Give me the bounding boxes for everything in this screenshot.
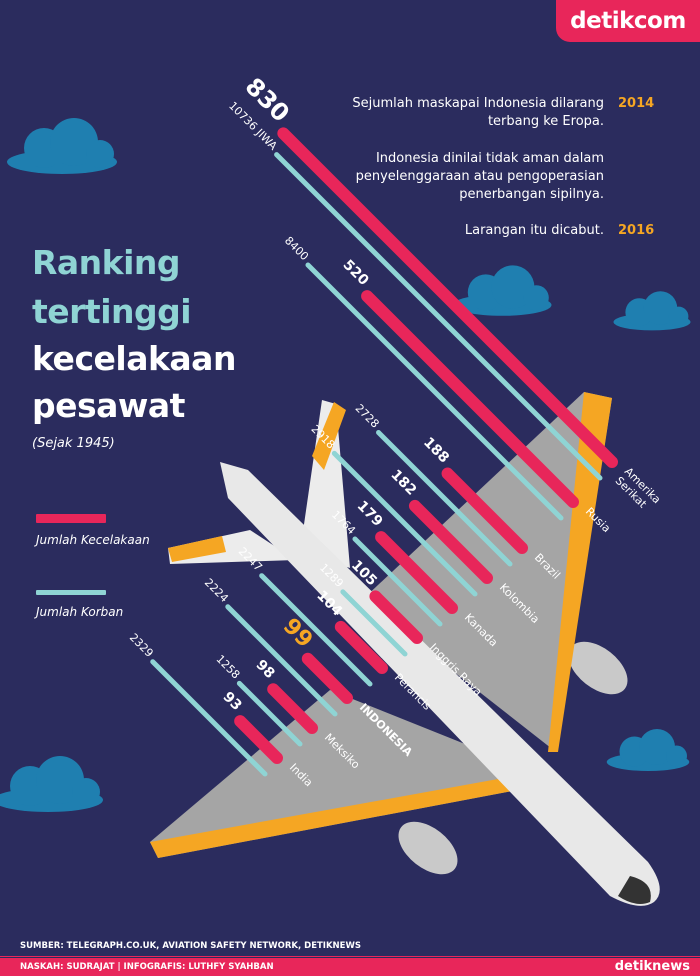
victim-value-label: 2224 bbox=[202, 576, 231, 605]
accident-bar bbox=[301, 652, 353, 704]
legend-swatch-accidents bbox=[36, 514, 106, 523]
cockpit-window bbox=[618, 876, 651, 904]
title-line-3: kecelakaan bbox=[32, 339, 236, 378]
accident-value-label: 520 bbox=[340, 257, 372, 289]
accident-bar bbox=[375, 531, 458, 614]
footer-source: SUMBER: TELEGRAPH.CO.UK, AVIATION SAFETY… bbox=[0, 937, 700, 957]
engine-right bbox=[568, 641, 628, 695]
legend-label-victims: Jumlah Korban bbox=[36, 605, 124, 619]
tail-fin-right bbox=[300, 400, 350, 568]
victim-bar bbox=[352, 536, 443, 627]
accident-bar bbox=[234, 715, 283, 764]
victim-bar bbox=[305, 262, 564, 521]
wing-left bbox=[150, 690, 560, 858]
victim-bar bbox=[331, 450, 478, 597]
cloud-icon bbox=[452, 265, 552, 316]
subtitle-since: (Sejak 1945) bbox=[32, 436, 115, 451]
detikcom-logo[interactable]: detikcom bbox=[556, 0, 700, 42]
accident-value-label: 188 bbox=[420, 434, 452, 466]
accident-bar bbox=[369, 590, 423, 644]
tail-fin-left-tip bbox=[168, 536, 226, 562]
footer-credits: NASKAH: SUDRAJAT | INFOGRAFIS: LUTHFY SY… bbox=[0, 958, 700, 976]
victim-bar bbox=[236, 680, 303, 747]
accident-value-label: 98 bbox=[253, 657, 278, 682]
accident-value-label: 93 bbox=[220, 689, 245, 714]
accident-value-label: 99 bbox=[278, 614, 317, 653]
cloud-icon bbox=[613, 291, 691, 331]
legend-label-accidents: Jumlah Kecelakaan bbox=[36, 533, 150, 547]
victim-bar bbox=[225, 604, 338, 717]
fuselage bbox=[220, 462, 660, 906]
tail-fin-right-tip bbox=[312, 402, 346, 470]
engine-left bbox=[398, 821, 458, 875]
victim-bar bbox=[274, 152, 603, 481]
note-2014: Sejumlah maskapai Indonesia dilarang ter… bbox=[352, 96, 604, 129]
victim-value-label: 1258 bbox=[213, 652, 242, 681]
victim-value-label: 8400 bbox=[282, 234, 311, 263]
accident-bar bbox=[267, 683, 318, 734]
note-2016: Larangan itu dicabut. bbox=[464, 223, 604, 238]
wing-right-edge bbox=[548, 392, 612, 752]
cloud-icon bbox=[606, 729, 690, 771]
airplane-illustration bbox=[150, 392, 660, 906]
clouds-layer bbox=[0, 118, 691, 812]
victim-bar bbox=[340, 589, 408, 657]
accident-bar bbox=[408, 499, 493, 584]
detiknews-logo[interactable]: detiknews bbox=[614, 959, 690, 974]
cloud-icon bbox=[7, 118, 117, 174]
title-line-2: tertinggi bbox=[32, 292, 192, 331]
title-line-4: pesawat bbox=[32, 386, 185, 425]
title-line-1: Ranking bbox=[32, 243, 181, 282]
victim-bar bbox=[376, 430, 513, 567]
country-label: AmerikaSerikat bbox=[613, 465, 664, 516]
wing-left-edge bbox=[150, 770, 560, 858]
legend-swatch-victims bbox=[36, 590, 106, 595]
accident-bar bbox=[361, 290, 579, 508]
accident-bar bbox=[334, 620, 388, 674]
note-year-2016: 2016 bbox=[618, 223, 655, 238]
accident-bar bbox=[277, 127, 618, 468]
victim-value-label: 2329 bbox=[127, 631, 156, 660]
victim-value-label: 2728 bbox=[353, 402, 382, 431]
victim-bar bbox=[259, 573, 373, 687]
note-safety: Indonesia dinilai tidak aman dalam penye… bbox=[355, 151, 604, 202]
cloud-icon bbox=[0, 756, 103, 812]
note-year-2014: 2014 bbox=[618, 96, 655, 111]
victim-bar bbox=[150, 659, 268, 777]
accident-bar bbox=[441, 467, 528, 554]
